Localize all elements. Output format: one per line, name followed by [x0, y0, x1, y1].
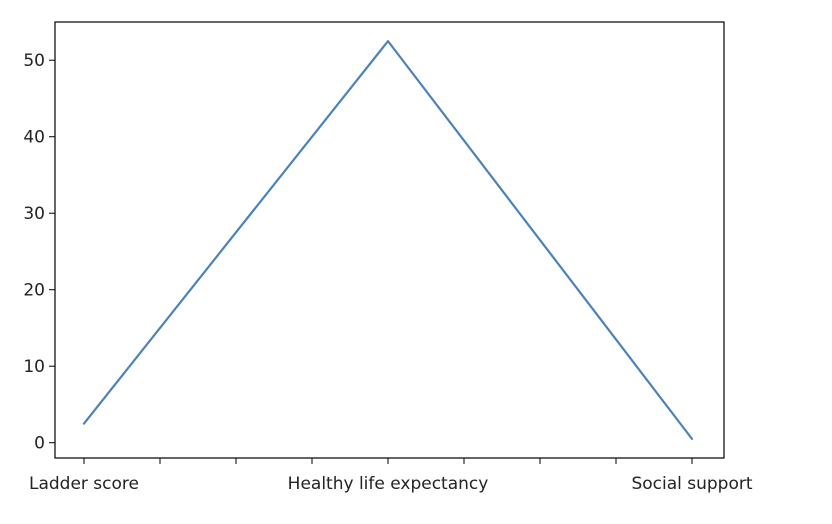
- y-tick-label: 10: [23, 357, 45, 377]
- y-axis: 0 10 20 30 40 50: [23, 51, 55, 454]
- x-tick-label: Ladder score: [29, 474, 139, 494]
- plot-area: [82, 40, 694, 440]
- y-tick-label: 50: [23, 51, 45, 71]
- axes-frame: [54, 21, 725, 459]
- y-tick-label: 30: [23, 204, 45, 224]
- series-line: [82, 40, 694, 440]
- x-tick-label: Social support: [631, 474, 752, 494]
- x-tick-label: Healthy life expectancy: [288, 474, 489, 494]
- y-tick-label: 0: [34, 434, 45, 454]
- y-tick-label: 20: [23, 281, 45, 301]
- y-tick-label: 40: [23, 128, 45, 148]
- x-axis: Ladder score Healthy life expectancy Socia…: [29, 458, 753, 494]
